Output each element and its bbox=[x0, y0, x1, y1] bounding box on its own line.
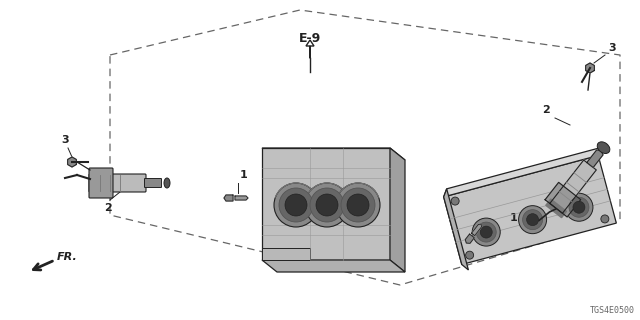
Polygon shape bbox=[587, 150, 603, 167]
Polygon shape bbox=[444, 148, 601, 197]
Circle shape bbox=[466, 251, 474, 259]
Circle shape bbox=[310, 188, 344, 222]
Polygon shape bbox=[262, 148, 405, 160]
Ellipse shape bbox=[597, 142, 610, 154]
Polygon shape bbox=[545, 182, 580, 217]
FancyBboxPatch shape bbox=[89, 174, 146, 192]
Polygon shape bbox=[465, 234, 474, 243]
Polygon shape bbox=[546, 199, 566, 218]
Circle shape bbox=[569, 197, 589, 217]
Circle shape bbox=[341, 188, 375, 222]
Polygon shape bbox=[262, 148, 390, 260]
Circle shape bbox=[527, 214, 539, 226]
Circle shape bbox=[336, 183, 380, 227]
Ellipse shape bbox=[164, 178, 170, 188]
Circle shape bbox=[305, 183, 349, 227]
Text: FR.: FR. bbox=[57, 252, 77, 262]
Text: TGS4E0500: TGS4E0500 bbox=[590, 306, 635, 315]
Circle shape bbox=[316, 194, 338, 216]
Circle shape bbox=[279, 188, 313, 222]
Text: 3: 3 bbox=[61, 135, 69, 145]
Circle shape bbox=[285, 194, 307, 216]
Circle shape bbox=[573, 201, 585, 213]
Polygon shape bbox=[472, 224, 481, 236]
Circle shape bbox=[523, 210, 543, 230]
Polygon shape bbox=[262, 260, 405, 272]
Polygon shape bbox=[262, 248, 310, 260]
FancyBboxPatch shape bbox=[145, 179, 161, 188]
Polygon shape bbox=[550, 160, 596, 213]
Circle shape bbox=[347, 194, 369, 216]
Circle shape bbox=[274, 183, 318, 227]
Text: 2: 2 bbox=[542, 105, 550, 115]
Circle shape bbox=[565, 193, 593, 221]
Text: 3: 3 bbox=[608, 43, 616, 53]
Text: 2: 2 bbox=[104, 203, 112, 213]
Circle shape bbox=[476, 222, 496, 242]
Text: 1: 1 bbox=[510, 213, 518, 223]
Circle shape bbox=[601, 215, 609, 223]
Polygon shape bbox=[68, 157, 76, 167]
Text: E-9: E-9 bbox=[299, 31, 321, 44]
Circle shape bbox=[480, 226, 492, 238]
Circle shape bbox=[518, 206, 547, 234]
Circle shape bbox=[586, 161, 595, 169]
Polygon shape bbox=[586, 63, 595, 73]
Text: 1: 1 bbox=[240, 170, 248, 180]
Circle shape bbox=[472, 218, 500, 246]
Circle shape bbox=[451, 197, 459, 205]
FancyBboxPatch shape bbox=[89, 168, 113, 198]
Polygon shape bbox=[224, 195, 233, 201]
Polygon shape bbox=[444, 156, 616, 265]
Polygon shape bbox=[444, 189, 468, 270]
FancyArrow shape bbox=[306, 40, 314, 58]
Polygon shape bbox=[390, 148, 405, 272]
Polygon shape bbox=[235, 196, 248, 200]
